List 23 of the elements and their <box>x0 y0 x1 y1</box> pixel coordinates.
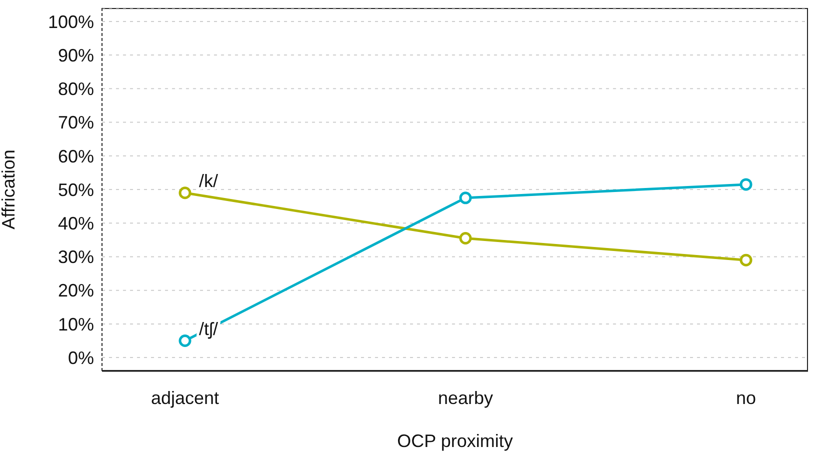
y-tick-label: 10% <box>58 314 94 334</box>
y-tick-label: 30% <box>58 247 94 268</box>
y-tick-label: 50% <box>58 180 94 200</box>
point <box>740 178 752 191</box>
x-axis-title: OCP proximity <box>397 431 513 451</box>
y-tick-label: 20% <box>58 280 94 301</box>
y-axis-title: Affrication <box>0 150 18 230</box>
y-tick-label: 40% <box>58 214 94 234</box>
y-tick-label: 80% <box>58 79 94 100</box>
y-tick-label: 90% <box>58 45 94 66</box>
point <box>178 334 192 347</box>
series-label: /k/ <box>199 170 218 191</box>
x-tick-label: adjacent <box>150 388 220 408</box>
point <box>459 192 472 204</box>
x-tick-label: no <box>736 388 756 408</box>
y-tick-label: 0% <box>68 348 94 368</box>
point <box>740 254 752 266</box>
y-tick-label: 60% <box>58 146 94 166</box>
point <box>459 232 472 244</box>
y-tick-label: 70% <box>58 112 94 133</box>
x-tick-label: nearby <box>438 388 494 408</box>
point <box>178 186 192 200</box>
y-tick-label: 100% <box>48 12 94 32</box>
